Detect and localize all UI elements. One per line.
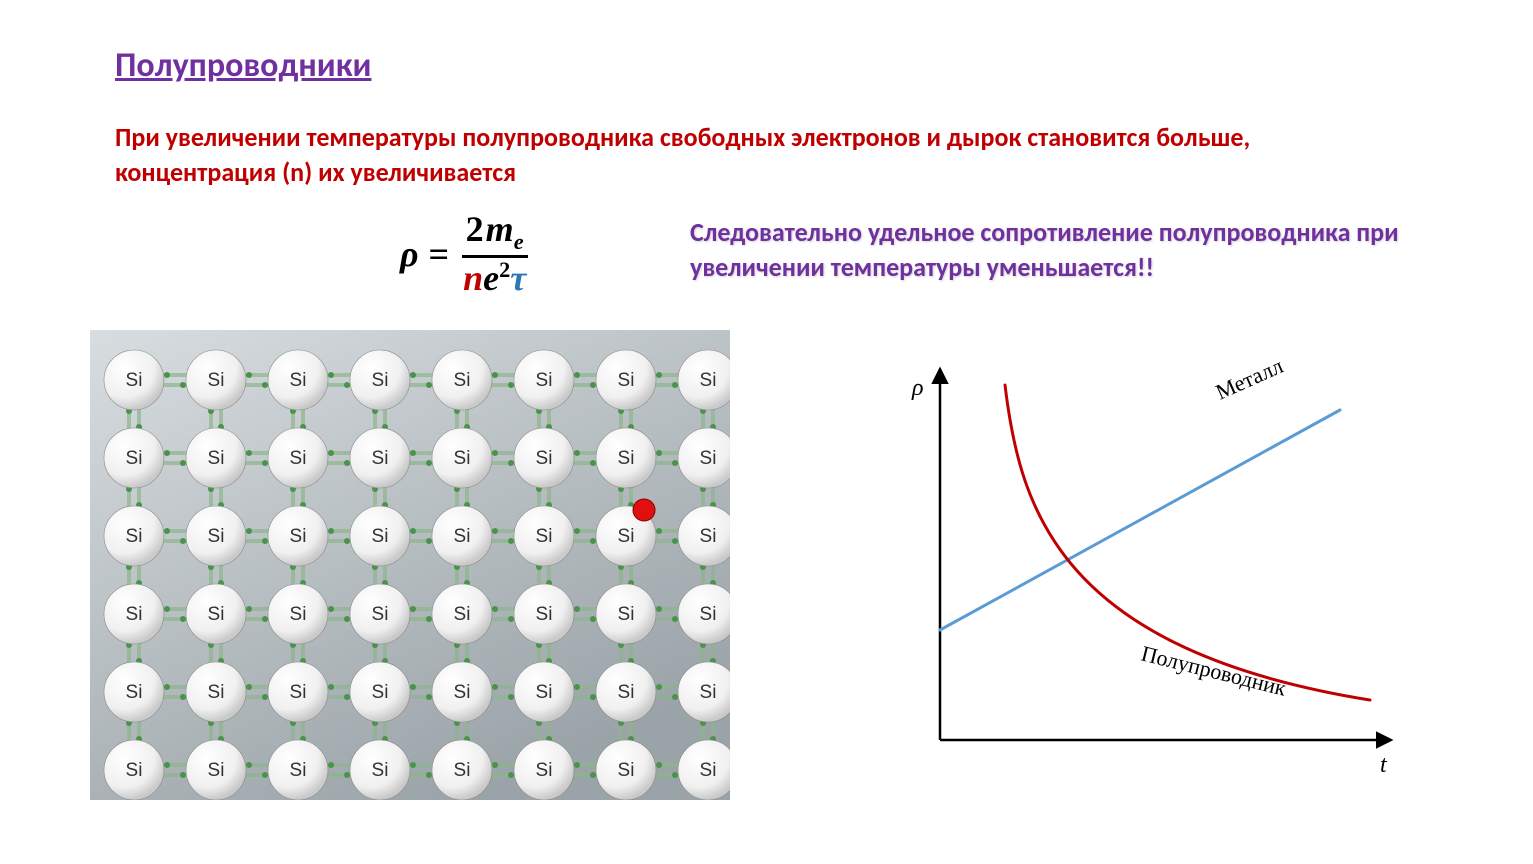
svg-text:Si: Si [536,526,553,547]
svg-text:Si: Si [290,760,307,781]
svg-text:Si: Si [536,370,553,391]
svg-text:Si: Si [372,760,389,781]
formula-sup2: 2 [499,257,510,282]
svg-text:Si: Si [536,760,553,781]
formula-n: n [463,258,483,298]
svg-text:Si: Si [372,604,389,625]
svg-text:Si: Si [372,682,389,703]
svg-text:Si: Si [618,526,635,547]
svg-text:Si: Si [208,682,225,703]
resistivity-formula: ρ = 2me ne2τ [400,210,530,298]
resistivity-vs-temperature-chart: ρ t Металл Полупроводник [870,350,1430,800]
svg-text:Si: Si [208,760,225,781]
svg-text:Si: Si [126,526,143,547]
svg-text:Si: Si [618,370,635,391]
formula-e: e [483,258,499,298]
svg-text:Si: Si [618,604,635,625]
formula-fraction: 2me ne2τ [459,210,530,298]
svg-text:Si: Si [700,370,717,391]
svg-text:Si: Si [126,682,143,703]
svg-text:Si: Si [618,682,635,703]
svg-text:Si: Si [454,604,471,625]
svg-text:ρ: ρ [911,375,924,401]
svg-text:Si: Si [700,448,717,469]
svg-text:Si: Si [454,370,471,391]
formula-coeff: 2 [466,209,484,249]
svg-text:Металл: Металл [1212,353,1287,405]
svg-text:Si: Si [208,448,225,469]
svg-text:Si: Si [372,370,389,391]
svg-text:Si: Si [290,682,307,703]
svg-text:Si: Si [536,448,553,469]
svg-text:Si: Si [372,526,389,547]
formula-tau: τ [510,258,526,298]
svg-text:Si: Si [126,370,143,391]
formula-equals: = [429,233,450,275]
svg-text:Si: Si [454,760,471,781]
svg-text:Si: Si [536,682,553,703]
svg-text:Si: Si [208,604,225,625]
svg-text:Si: Si [618,760,635,781]
svg-text:Si: Si [290,448,307,469]
svg-text:Si: Si [536,604,553,625]
svg-text:Si: Si [208,526,225,547]
formula-denominator: ne2τ [459,258,530,299]
svg-text:t: t [1380,752,1388,778]
formula-m: m [486,209,514,249]
svg-text:Si: Si [290,370,307,391]
svg-text:Si: Si [700,760,717,781]
svg-text:Si: Si [372,448,389,469]
svg-text:Полупроводник: Полупроводник [1139,641,1289,701]
svg-text:Si: Si [454,448,471,469]
svg-text:Si: Si [454,526,471,547]
page-title: Полупроводники [115,45,371,86]
svg-text:Si: Si [618,448,635,469]
svg-text:Si: Si [290,604,307,625]
formula-rho: ρ [400,233,419,275]
svg-text:Si: Si [700,682,717,703]
svg-text:Si: Si [700,526,717,547]
silicon-lattice-diagram: Si Si Si Si Si Si Si Si Si Si Si Si Si Si Si Si Si Si Si Si… [90,330,730,800]
svg-text:Si: Si [454,682,471,703]
svg-text:Si: Si [290,526,307,547]
svg-text:Si: Si [126,448,143,469]
svg-text:Si: Si [126,604,143,625]
intro-text: При увеличении температуры полупроводник… [115,120,1415,190]
svg-text:Si: Si [126,760,143,781]
formula-sub-e: e [514,229,524,254]
conclusion-text: Следовательно удельное сопротивление пол… [690,215,1480,285]
formula-numerator: 2me [462,210,528,258]
svg-text:Si: Si [208,370,225,391]
svg-text:Si: Si [700,604,717,625]
